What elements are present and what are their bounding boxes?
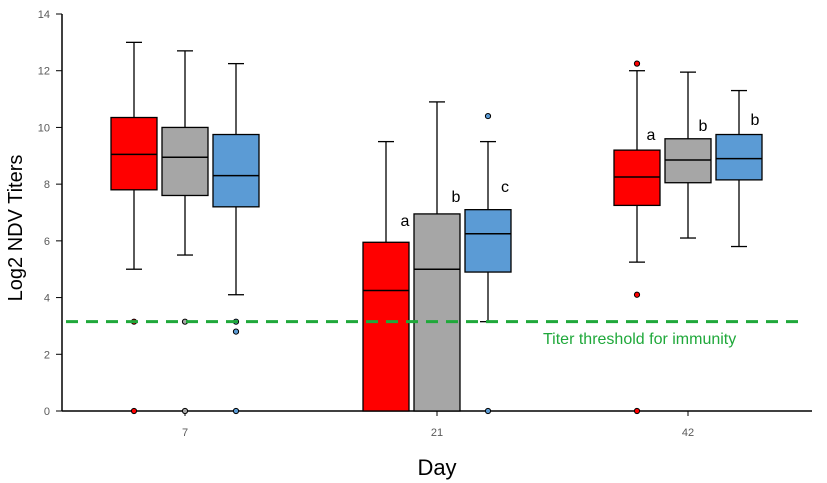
- outlier-point: [633, 291, 641, 298]
- x-ticks: 7 21 42: [182, 411, 694, 439]
- y-tick-label: 10: [38, 122, 50, 134]
- box-body: [715, 133, 763, 181]
- outlier-point: [484, 407, 492, 415]
- sig-label: c: [501, 179, 509, 196]
- y-tick-label: 0: [44, 406, 50, 418]
- box-blue-day-21: [464, 112, 512, 415]
- box-red-day-7: [110, 41, 158, 415]
- box-gray-day-21: [413, 101, 461, 412]
- box-body: [464, 209, 512, 273]
- outlier-point: [181, 407, 189, 415]
- threshold: Titer threshold for immunity: [66, 320, 806, 348]
- box-blue-day-7: [212, 62, 260, 415]
- sig-label: b: [751, 112, 760, 129]
- threshold-label: Titer threshold for immunity: [543, 331, 736, 348]
- boxes: [110, 41, 763, 415]
- box-gray-day-42: [664, 71, 712, 239]
- box-body: [362, 241, 410, 412]
- box-red-day-21: [362, 140, 410, 412]
- sig-label: b: [452, 189, 461, 206]
- box-body: [212, 133, 260, 208]
- y-tick-label: 12: [38, 66, 50, 78]
- x-tick-label: 42: [682, 427, 694, 439]
- outlier-point: [232, 328, 240, 335]
- box-body: [413, 213, 461, 412]
- y-tick-label: 6: [44, 236, 50, 248]
- x-tick-label: 7: [182, 427, 188, 439]
- y-tick-label: 4: [44, 293, 50, 305]
- sig-label: a: [401, 213, 410, 230]
- box-red-day-42: [613, 60, 661, 415]
- outlier-point: [130, 407, 138, 415]
- box-blue-day-42: [715, 89, 763, 248]
- box-gray-day-7: [161, 50, 209, 415]
- significance-labels: a b a b b c: [401, 112, 760, 230]
- x-axis-title: Day: [417, 455, 456, 480]
- y-ticks: 0 2 4 6 8 10 12 14: [38, 9, 62, 418]
- y-tick-label: 14: [38, 9, 50, 21]
- outlier-point: [633, 407, 641, 415]
- outlier-point: [232, 407, 240, 415]
- box-body: [161, 126, 209, 197]
- y-axis-title: Log2 NDV Titers: [5, 155, 27, 302]
- x-tick-label: 21: [431, 427, 443, 439]
- outlier-point: [633, 60, 641, 67]
- outlier-point: [484, 112, 492, 120]
- y-tick-label: 8: [44, 179, 50, 191]
- y-tick-label: 2: [44, 349, 50, 361]
- sig-label: b: [699, 118, 708, 135]
- sig-label: a: [647, 127, 656, 144]
